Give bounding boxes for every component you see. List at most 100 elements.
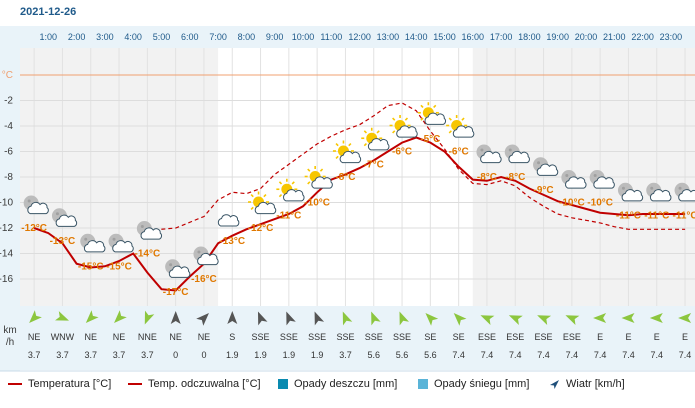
legend-snow[interactable]: Opady śniegu [mm]	[418, 378, 529, 390]
hour-label: 14:00	[405, 32, 428, 42]
sun-cloud-icon	[361, 127, 390, 151]
hour-label: 23:00	[660, 32, 683, 42]
sun-cloud-icon	[446, 115, 475, 138]
wind-speed: 1.9	[226, 350, 239, 360]
legend-feels-like-swatch	[128, 383, 142, 385]
hour-label: 8:00	[238, 32, 256, 42]
wind-speed: 7.4	[679, 350, 692, 360]
wind-arrow-icon	[593, 313, 607, 323]
wind-speed: 3.7	[56, 350, 69, 360]
forecast-markers: -12°C-13°C-15°C -15°C-14°C-17°C-16°C-13°C…	[21, 102, 695, 298]
y-tick-label: -10	[0, 198, 13, 209]
wind-direction: SSE	[280, 332, 298, 342]
cloud-icon	[217, 214, 240, 227]
feels-like-line	[147, 102, 686, 232]
wind-speed: 7.4	[650, 350, 663, 360]
wind-speed: 7.4	[509, 350, 522, 360]
wind-direction: E	[625, 332, 631, 342]
sun-cloud-icon	[389, 115, 418, 138]
wind-speed: 7.4	[594, 350, 607, 360]
wind-direction: WNW	[51, 332, 75, 342]
hour-label: 22:00	[631, 32, 654, 42]
wind-direction: E	[654, 332, 660, 342]
wind-direction: SE	[453, 332, 465, 342]
legend-feels-like[interactable]: Temp. odczuwalna [°C]	[128, 378, 261, 390]
temperature-label: -5°C	[420, 134, 440, 145]
wind-speed: 0	[173, 350, 178, 360]
temperature-label: -11°C	[644, 210, 669, 221]
night-cloudy-icon	[674, 182, 695, 202]
legend-temperature-swatch	[8, 383, 22, 385]
temperature-label: -10°C	[559, 198, 585, 209]
night-cloudy-icon	[561, 170, 587, 189]
temperature-lines	[33, 102, 686, 292]
weather-chart: 1:00 2:00 3:00 4:00 5:00 6:00 7:00 8:00 9:00 10:0…	[0, 26, 695, 372]
wind-direction: NE	[84, 332, 97, 342]
wind-speed: 0	[201, 350, 206, 360]
chart-grid	[20, 48, 695, 306]
hour-label: 1:00	[40, 32, 58, 42]
wind-speed: 7.4	[452, 350, 465, 360]
legend-wind[interactable]: Wiatr [km/h]	[549, 378, 625, 390]
temperature-label: -10°C	[587, 198, 613, 209]
wind-direction: ESE	[506, 332, 524, 342]
temperature-label: -12°C	[21, 223, 47, 234]
wind-speed: 1.9	[311, 350, 324, 360]
y-tick-label: -16	[0, 274, 13, 285]
legend-temperature[interactable]: Temperatura [°C]	[8, 378, 111, 390]
y-tick-label: -2	[4, 96, 13, 107]
temperature-axis: °C -2 -4 -6 -8 -10 -12 -14 -16 km/h	[0, 70, 17, 348]
wind-band	[20, 306, 695, 370]
y-tick-label: -12	[0, 223, 13, 234]
wind-arrow-icon	[678, 313, 692, 323]
temperature-label: -13°C	[219, 236, 245, 247]
night-cloudy-icon	[646, 182, 672, 202]
wind-arrow-icon	[85, 310, 99, 323]
wind-direction: NE	[198, 332, 211, 342]
sun-cloud-icon	[332, 140, 362, 164]
legend-rain[interactable]: Opady deszczu [mm]	[278, 378, 397, 390]
temperature-label: -14°C	[135, 249, 161, 260]
hour-label: 2:00	[68, 32, 86, 42]
wind-speed: 1.9	[283, 350, 296, 360]
sun-cloud-icon	[248, 191, 277, 215]
wind-arrow-icon	[114, 310, 127, 323]
legend-wind-label: Wiatr [km/h]	[566, 378, 625, 390]
temperature-label: -10°C	[304, 198, 330, 209]
wind-arrow-icon	[621, 313, 635, 323]
temperature-label: -9°C	[533, 185, 553, 196]
night-cloudy-icon	[80, 233, 106, 253]
wind-direction: NNE	[138, 332, 157, 342]
wind-arrow-icon	[196, 313, 209, 326]
hour-label: 6:00	[181, 32, 199, 42]
wind-direction: SSE	[393, 332, 411, 342]
legend-feels-like-label: Temp. odczuwalna [°C]	[148, 378, 261, 390]
sun-cloud-icon	[304, 166, 333, 189]
zero-unit-label: °C	[2, 70, 13, 81]
y-tick-label: -14	[0, 249, 13, 260]
wind-arrow-icon	[55, 311, 69, 321]
wind-direction: NE	[169, 332, 182, 342]
night-cloudy-icon	[51, 208, 78, 227]
y-tick-label: -8	[4, 172, 13, 183]
wind-speed: 3.7	[84, 350, 97, 360]
wind-speed: 5.6	[367, 350, 380, 360]
legend-rain-swatch	[278, 379, 288, 389]
wind-arrow-icon	[286, 311, 296, 326]
night-cloudy-icon	[23, 195, 49, 215]
wind-direction: S	[229, 332, 235, 342]
forecast-date: 2021-12-26	[20, 6, 77, 18]
legend-rain-label: Opady deszczu [mm]	[294, 378, 398, 390]
temperature-label: -11°C	[616, 210, 641, 221]
wind-direction: E	[682, 332, 688, 342]
left-axis-band	[0, 26, 20, 371]
wind-row: NE 3.7 WNW 3.7 NE 3.7 NE 3.7 NNE 3.7 NE 0 NE 0 S 1.9 SSE…	[28, 310, 692, 360]
wind-arrow-icon	[480, 315, 495, 325]
temperature-label: -8°C	[477, 172, 497, 183]
y-tick-label: -4	[4, 121, 13, 132]
wind-arrow-icon	[227, 311, 238, 324]
night-cloudy-icon	[589, 170, 615, 189]
wind-speed: 7.4	[481, 350, 494, 360]
wind-direction: E	[597, 332, 603, 342]
temperature-label: -12°C	[248, 223, 274, 234]
